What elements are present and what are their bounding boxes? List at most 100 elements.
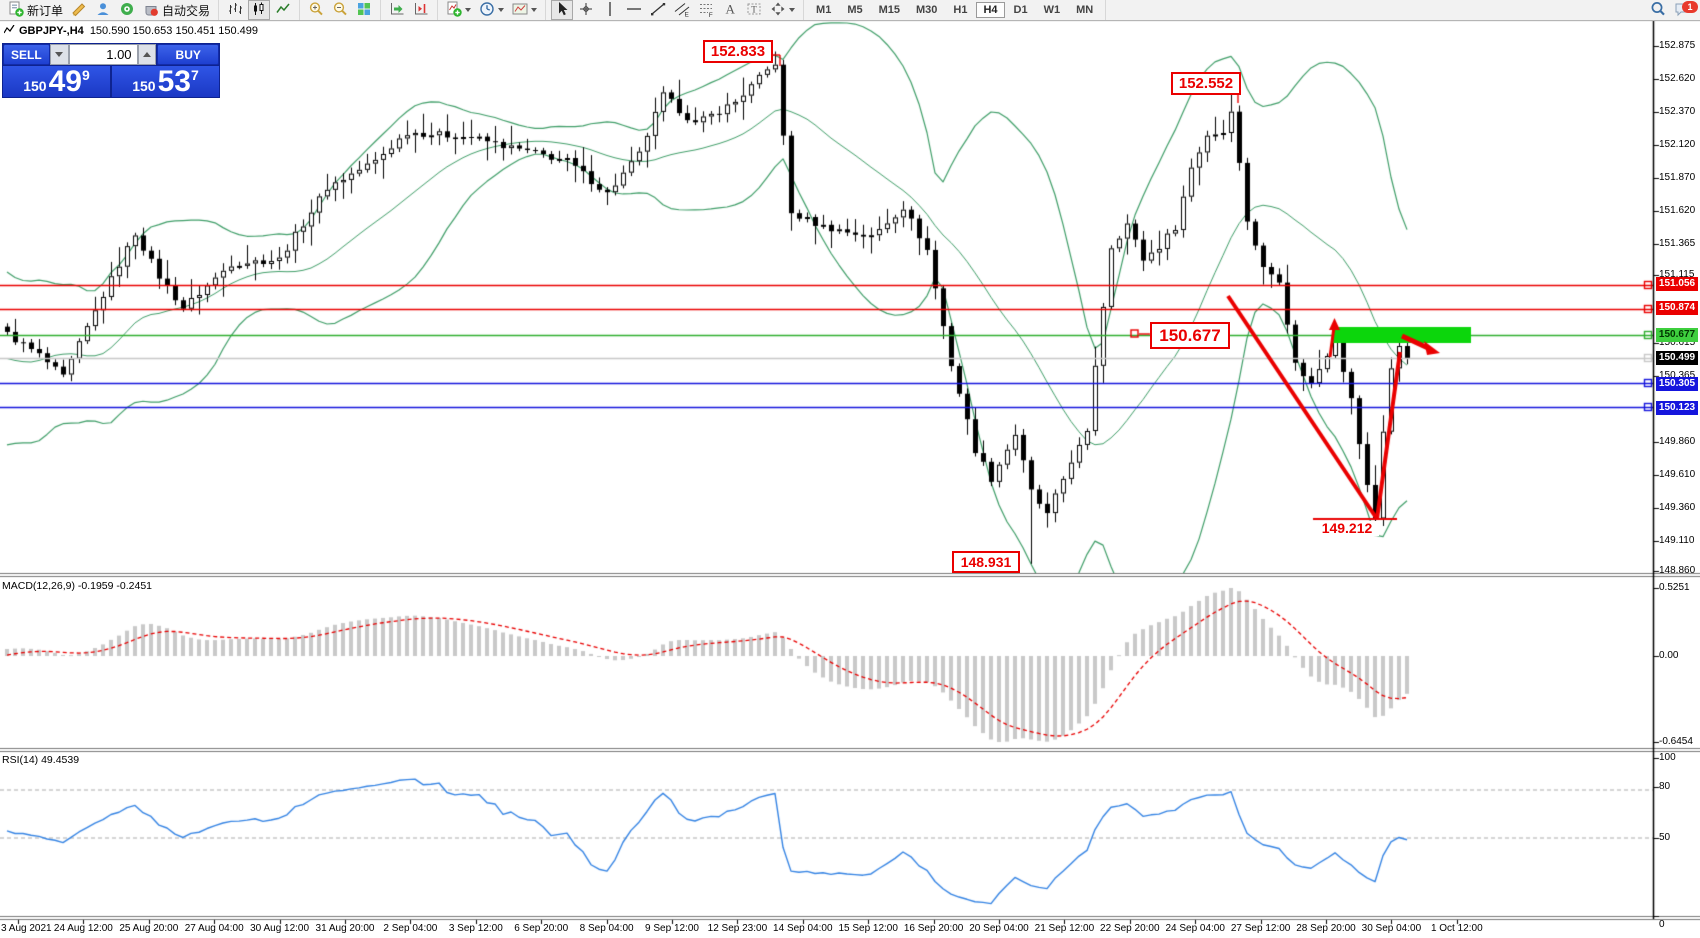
bar-chart-icon — [227, 1, 243, 20]
zoom-in-icon — [308, 1, 324, 20]
auto-scroll-icon — [389, 1, 405, 20]
crosshair-icon — [578, 1, 594, 20]
timeframe-h4-button[interactable]: H4 — [976, 2, 1005, 18]
arrows-icon — [770, 1, 786, 20]
templates-icon — [512, 1, 528, 20]
equidistant-channel-button[interactable]: E — [671, 0, 693, 20]
search-icon — [1650, 1, 1666, 20]
indicators-add-button[interactable] — [443, 0, 474, 20]
svg-text:T: T — [751, 4, 757, 14]
new-order-label: 新订单 — [27, 3, 64, 18]
cursor-button[interactable] — [551, 0, 574, 20]
timeframe-m5-button[interactable]: M5 — [847, 4, 863, 16]
timeframe-h1-button[interactable]: H1 — [953, 4, 968, 16]
sell-button[interactable]: SELL — [3, 44, 50, 65]
line-chart-button[interactable] — [272, 0, 294, 20]
chat-button[interactable]: 1 — [1671, 0, 1698, 20]
toolbar-group-chart-type — [219, 0, 301, 20]
templates-button[interactable] — [509, 0, 540, 20]
text-label-icon: T — [746, 1, 762, 20]
fibonacci-button[interactable]: F — [695, 0, 717, 20]
auto-scroll-button[interactable] — [386, 0, 408, 20]
metaeditor-button[interactable] — [68, 0, 90, 20]
zoom-out-icon — [332, 1, 348, 20]
bar-chart-button[interactable] — [224, 0, 246, 20]
symbol-period-label: GBPJPY-,H4 — [19, 25, 84, 37]
tile-windows-button[interactable] — [353, 0, 375, 20]
autotrading-icon — [143, 1, 159, 20]
notification-badge: 1 — [1682, 1, 1698, 13]
trendline-icon — [650, 1, 666, 20]
horizontal-line-button[interactable] — [623, 0, 645, 20]
community-button[interactable] — [92, 0, 114, 20]
timeframe-mn-button[interactable]: MN — [1076, 4, 1094, 16]
crosshair-button[interactable] — [575, 0, 597, 20]
candlestick-chart-icon — [251, 1, 267, 20]
equidistant-channel-icon: E — [674, 1, 690, 20]
candlestick-chart-button[interactable] — [248, 0, 271, 20]
arrows-button[interactable] — [767, 0, 798, 20]
vertical-line-button[interactable] — [599, 0, 621, 20]
up-arrow-icon — [142, 52, 151, 57]
chevron-down-icon[interactable] — [531, 8, 538, 12]
buy-price-pip: 7 — [190, 67, 199, 83]
text-label-button[interactable]: T — [743, 0, 765, 20]
chart-shift-icon — [413, 1, 429, 20]
fibonacci-icon: F — [698, 1, 714, 20]
periods-clock-button[interactable] — [476, 0, 507, 20]
timeframe-w1-button[interactable]: W1 — [1043, 4, 1061, 16]
trendline-button[interactable] — [647, 0, 669, 20]
search-button[interactable] — [1647, 0, 1669, 20]
ohlc-values: 150.590 150.653 150.451 150.499 — [89, 25, 259, 37]
toolbar-groups: 新订单 自动交易 E F A T M1 M5 M15 M30 H1 H4 D1 W1 MN — [0, 0, 1107, 20]
buy-button[interactable]: BUY — [157, 44, 219, 65]
sell-price-main: 49 — [48, 65, 82, 98]
zoom-in-button[interactable] — [305, 0, 327, 20]
cursor-icon — [554, 1, 570, 20]
toolbar-group-objects — [438, 0, 547, 20]
sell-price-pip: 9 — [81, 67, 90, 83]
toolbar-group-zoom — [300, 0, 382, 20]
toolbar-group-trade: 新订单 自动交易 — [0, 0, 220, 20]
autotrading-button[interactable]: 自动交易 — [140, 0, 213, 20]
one-click-trading-panel: SELL BUY 150 49 9 150 53 7 — [2, 43, 220, 98]
line-chart-icon — [275, 1, 291, 20]
toolbar-right: 1 — [1646, 0, 1698, 20]
down-arrow-icon — [55, 52, 64, 57]
text-button[interactable]: A — [719, 0, 741, 20]
chart-line-icon — [3, 24, 15, 37]
volume-input[interactable] — [68, 44, 138, 65]
volume-increase-button[interactable] — [137, 44, 157, 65]
chart-header: GBPJPY-,H4 150.590 150.653 150.451 150.49… — [3, 24, 259, 37]
buy-price-main: 53 — [157, 65, 191, 98]
sell-price-prefix: 150 — [23, 78, 47, 94]
toolbar: 新订单 自动交易 E F A T M1 M5 M15 M30 H1 H4 D1 W1 MN 1 — [0, 0, 1700, 21]
new-order-icon — [8, 1, 24, 20]
periods-clock-icon — [479, 1, 495, 20]
chevron-down-icon[interactable] — [465, 8, 472, 12]
timeframe-m15-button[interactable]: M15 — [878, 4, 900, 16]
text-icon: A — [722, 1, 738, 20]
indicators-add-icon — [446, 1, 462, 20]
new-order-button[interactable]: 新订单 — [5, 0, 66, 20]
zoom-out-button[interactable] — [329, 0, 351, 20]
tile-windows-icon — [356, 1, 372, 20]
chart-shift-button[interactable] — [410, 0, 432, 20]
chevron-down-icon[interactable] — [789, 8, 796, 12]
timeframe-m30-button[interactable]: M30 — [916, 4, 938, 16]
horizontal-line-icon — [626, 1, 642, 20]
timeframe-d1-button[interactable]: D1 — [1013, 4, 1028, 16]
signals-button[interactable] — [116, 0, 138, 20]
toolbar-group-scroll — [381, 0, 439, 20]
timeframe-m1-button[interactable]: M1 — [816, 4, 832, 16]
chevron-down-icon[interactable] — [498, 8, 505, 12]
sell-price-display[interactable]: 150 49 9 — [3, 66, 110, 97]
svg-text:E: E — [685, 11, 690, 17]
community-icon — [95, 1, 111, 20]
autotrading-label: 自动交易 — [162, 3, 211, 18]
buy-price-display[interactable]: 150 53 7 — [112, 66, 219, 97]
volume-decrease-button[interactable] — [49, 44, 69, 65]
